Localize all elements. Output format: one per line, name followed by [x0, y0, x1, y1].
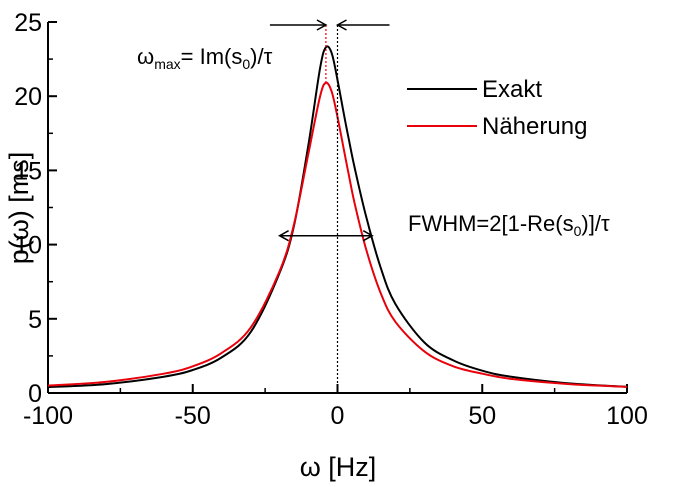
legend-label-naeherung: Näherung	[482, 113, 587, 140]
peak-annotation-formula-b: )/τ	[250, 44, 272, 69]
fwhm-annotation-a: FWHM=2[1-Re(s	[408, 211, 574, 236]
x-tick-label: 0	[331, 402, 345, 430]
peak-annotation-formula-a: = Im(s	[181, 44, 243, 69]
fwhm-annotation-sub: 0	[574, 223, 582, 239]
peak-annotation: ωmax= Im(s0)/τ	[137, 44, 273, 72]
peak-annotation-formula-sub: 0	[242, 56, 250, 72]
legend-label-exakt: Exakt	[482, 76, 542, 103]
x-tick-label: 50	[468, 402, 496, 430]
annotation-layer	[270, 20, 390, 393]
fwhm-annotation-b: )]/τ	[581, 211, 610, 236]
peak-annotation-omega: ω	[137, 44, 154, 69]
x-tick-label: -50	[175, 402, 211, 430]
y-tick-label: 20	[14, 83, 42, 111]
x-axis-label: ω [Hz]	[300, 452, 377, 482]
peak-annotation-sub: max	[154, 56, 180, 72]
x-ticks: -100 -50 0 50 100	[23, 384, 648, 430]
x-tick-label: 100	[606, 402, 648, 430]
fwhm-annotation: FWHM=2[1-Re(s0)]/τ	[408, 211, 610, 239]
y-tick-label: 5	[28, 306, 42, 334]
y-tick-label: 25	[14, 9, 42, 37]
y-axis-label: p(ω) [ms]	[4, 152, 34, 265]
y-tick-label: 0	[28, 380, 42, 408]
legend: Exakt Näherung	[407, 76, 587, 140]
